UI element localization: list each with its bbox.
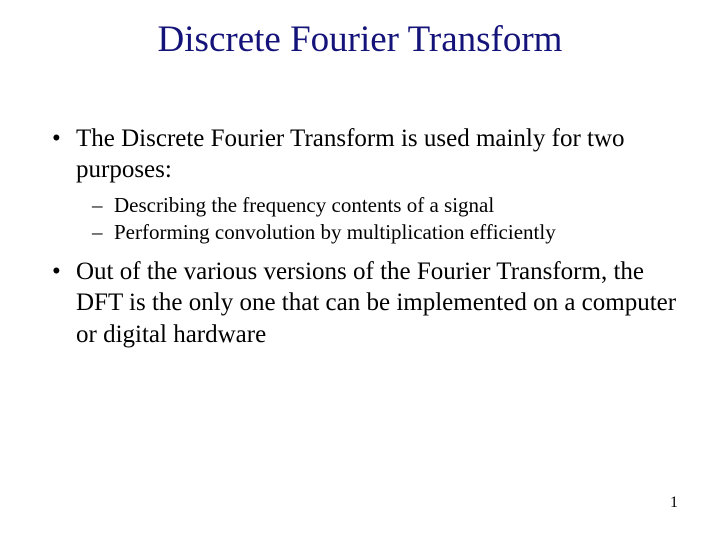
slide-title: Discrete Fourier Transform	[24, 18, 696, 61]
list-item: Describing the frequency contents of a s…	[90, 192, 686, 219]
page-number: 1	[670, 494, 678, 512]
list-item: The Discrete Fourier Transform is used m…	[48, 123, 686, 246]
slide-body: The Discrete Fourier Transform is used m…	[24, 123, 696, 350]
list-item: Performing convolution by multiplication…	[90, 219, 686, 246]
bullet-text: Out of the various versions of the Fouri…	[76, 258, 676, 348]
bullet-list-level2: Describing the frequency contents of a s…	[76, 192, 686, 247]
bullet-text: Describing the frequency contents of a s…	[114, 193, 494, 217]
slide: Discrete Fourier Transform The Discrete …	[0, 0, 720, 540]
bullet-text: Performing convolution by multiplication…	[114, 220, 556, 244]
bullet-list-level1: The Discrete Fourier Transform is used m…	[34, 123, 686, 350]
list-item: Out of the various versions of the Fouri…	[48, 256, 686, 350]
bullet-text: The Discrete Fourier Transform is used m…	[76, 125, 625, 183]
